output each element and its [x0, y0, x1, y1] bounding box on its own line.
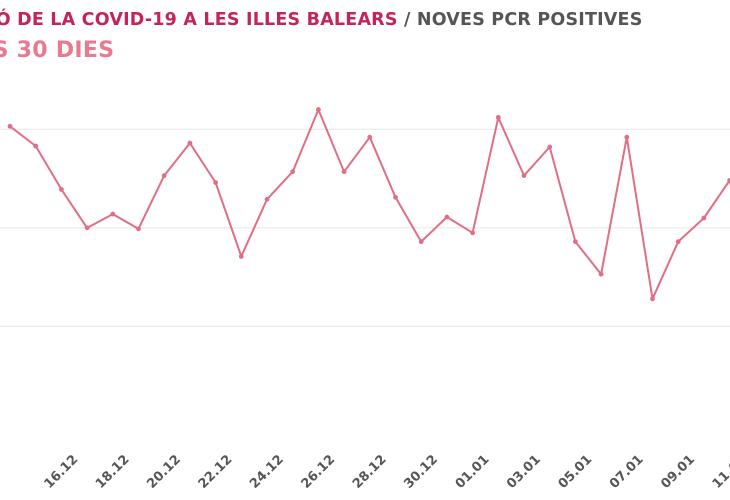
data-point — [290, 169, 296, 175]
data-point — [7, 123, 13, 129]
data-points — [7, 107, 730, 302]
x-tick-label: 01.01 — [453, 452, 493, 492]
data-point — [547, 144, 553, 150]
data-point — [341, 169, 347, 175]
chart-subtitle: ERS 30 DIES — [0, 38, 115, 63]
data-point — [367, 134, 373, 140]
data-point — [650, 296, 655, 302]
data-point — [701, 215, 707, 221]
x-tick-label: 11.01 — [710, 452, 730, 492]
data-point — [573, 239, 578, 245]
data-point — [316, 107, 321, 112]
data-point — [624, 134, 630, 140]
x-tick-label: 07.01 — [607, 452, 647, 492]
data-point — [161, 173, 167, 179]
data-point — [418, 239, 424, 245]
data-point — [33, 143, 39, 149]
x-tick-label: 30.12 — [401, 452, 441, 492]
series-line-group — [9, 108, 730, 300]
x-tick-label: 22.12 — [196, 452, 236, 492]
data-point — [110, 211, 116, 217]
data-point — [136, 226, 141, 232]
data-point — [84, 225, 90, 231]
x-tick-label: 24.12 — [247, 452, 287, 492]
data-point — [213, 180, 219, 185]
series-line — [9, 108, 730, 300]
chart-header: CIÓ DE LA COVID-19 A LES ILLES BALEARS /… — [0, 0, 730, 80]
data-point — [727, 178, 730, 183]
x-tick-label: 16.12 — [42, 452, 82, 492]
x-axis-ticks: 16.12 18.12 20.12 22.12 24.12 26.12 28.12 30.12… — [42, 452, 730, 492]
x-tick-label: 03.01 — [504, 452, 544, 492]
x-tick-label: 28.12 — [350, 452, 390, 492]
data-point — [495, 115, 501, 120]
data-point — [598, 271, 604, 277]
data-point — [444, 214, 450, 220]
x-tick-label: 09.01 — [658, 452, 698, 492]
data-point — [238, 254, 244, 259]
grid-lines — [0, 128, 730, 327]
chart-title-main: CIÓ DE LA COVID-19 A LES ILLES BALEARS — [0, 10, 398, 30]
chart-title-sub: NOVES PCR POSITIVES — [416, 10, 643, 30]
data-point — [264, 196, 270, 202]
x-tick-label: 26.12 — [299, 452, 339, 492]
chart-title-separator: / — [397, 10, 417, 30]
data-point — [187, 140, 193, 146]
data-point — [521, 173, 527, 179]
chart-title: CIÓ DE LA COVID-19 A LES ILLES BALEARS /… — [0, 10, 643, 30]
data-point — [59, 187, 64, 192]
x-tick-label: 05.01 — [556, 452, 596, 492]
data-point — [393, 194, 398, 200]
x-tick-label: 18.12 — [93, 452, 133, 492]
x-tick-label: 20.12 — [144, 452, 184, 492]
data-point — [675, 239, 681, 245]
data-point — [470, 230, 475, 236]
